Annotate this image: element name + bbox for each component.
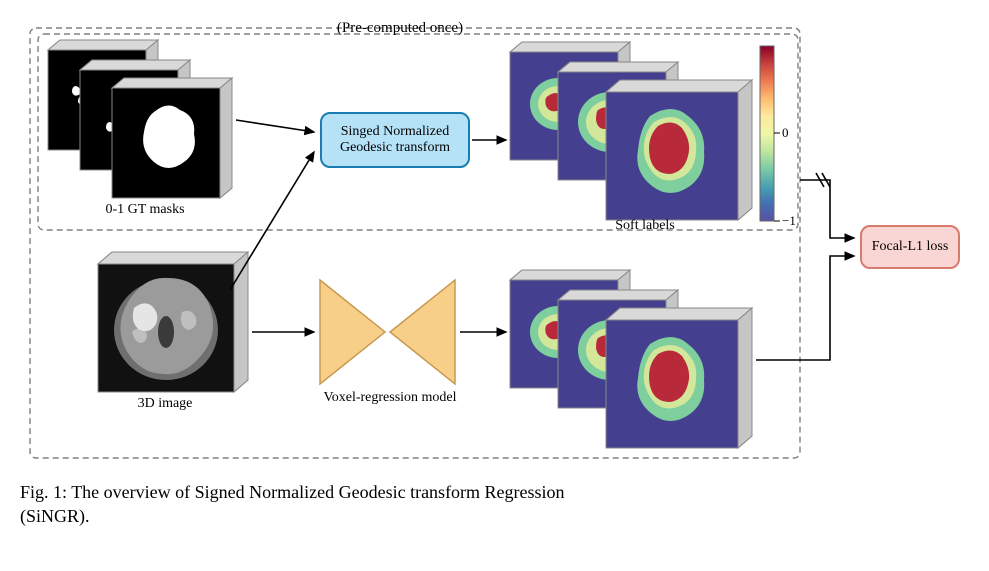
diagram-svg xyxy=(20,20,969,551)
gt-masks-label: 0-1 GT masks xyxy=(95,202,195,218)
colorbar-tick-mid: 0 xyxy=(782,125,789,141)
diagram-root: (Pre-computed once) 0-1 GT masks 3D imag… xyxy=(20,20,969,551)
arrow-gt-to-transform xyxy=(236,120,314,132)
image-3d-label: 3D image xyxy=(125,396,205,412)
prediction-stack xyxy=(510,270,752,448)
soft-label-stack xyxy=(510,42,752,220)
precomputed-label: (Pre-computed once) xyxy=(310,20,490,37)
arrow-soft-to-loss xyxy=(800,180,854,238)
transform-box: Singed Normalized Geodesic transform xyxy=(320,112,470,168)
caption-line1: Fig. 1: The overview of Signed Normalize… xyxy=(20,482,565,502)
brain-image-stack xyxy=(98,252,248,392)
gt-mask-stack xyxy=(48,40,232,198)
voxel-regression-model xyxy=(320,280,455,384)
colorbar xyxy=(760,46,774,221)
colorbar-tick-bot: −1 xyxy=(782,213,796,229)
figure-caption: Fig. 1: The overview of Signed Normalize… xyxy=(20,480,969,529)
loss-box: Focal-L1 loss xyxy=(860,225,960,269)
voxel-model-label: Voxel-regression model xyxy=(310,390,470,406)
caption-line2: (SiNGR). xyxy=(20,506,90,526)
arrow-img-to-transform xyxy=(230,152,314,290)
arrow-pred-to-loss xyxy=(756,256,854,360)
soft-labels-label: Soft labels xyxy=(600,218,690,234)
